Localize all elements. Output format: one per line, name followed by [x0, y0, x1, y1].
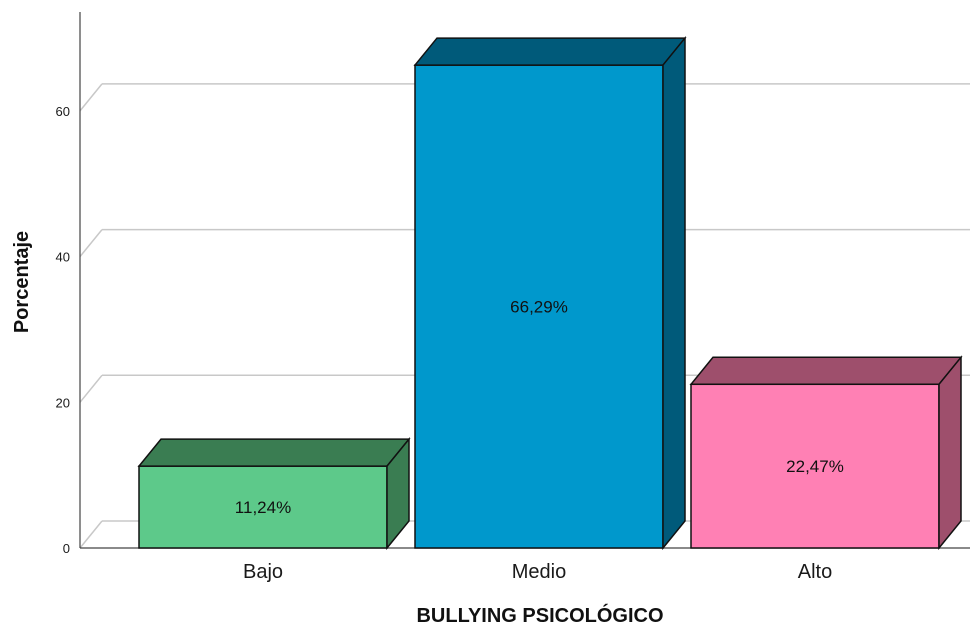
- data-label: 11,24%: [235, 498, 291, 517]
- bar-side: [938, 355, 962, 551]
- y-tick-label: 60: [56, 104, 70, 119]
- bar-medio: [413, 35, 687, 551]
- y-axis-title: Porcentaje: [11, 231, 33, 333]
- bar-side: [386, 437, 410, 551]
- bar-bajo: [137, 437, 411, 551]
- gridline-depth: [79, 229, 103, 258]
- labels: 0 20 40 60 11,24% Bajo 66,29% Medio 22,47% Alto: [56, 104, 844, 583]
- x-axis-title: BULLYING PSICOLÓGICO: [416, 603, 663, 627]
- bar-alto: [689, 355, 963, 551]
- x-tick-label: Bajo: [243, 561, 283, 583]
- bar-top: [413, 37, 687, 66]
- y-tick-label: 40: [56, 250, 70, 265]
- gridline-depth: [79, 83, 103, 112]
- y-tick-label: 0: [63, 541, 70, 556]
- y-tick-label: 20: [56, 395, 70, 410]
- data-label: 22,47%: [786, 457, 844, 476]
- bar-front: [414, 64, 664, 549]
- x-tick-label: Medio: [512, 561, 566, 583]
- bar-top: [689, 356, 963, 386]
- x-tick-label: Alto: [798, 561, 832, 583]
- gridline-depth: [79, 520, 103, 549]
- data-label: 66,29%: [510, 298, 568, 317]
- bar-side: [662, 35, 686, 551]
- bars: [137, 35, 963, 551]
- bar-top: [137, 438, 411, 467]
- bar-front: [690, 383, 940, 549]
- gridline-depth: [79, 374, 103, 403]
